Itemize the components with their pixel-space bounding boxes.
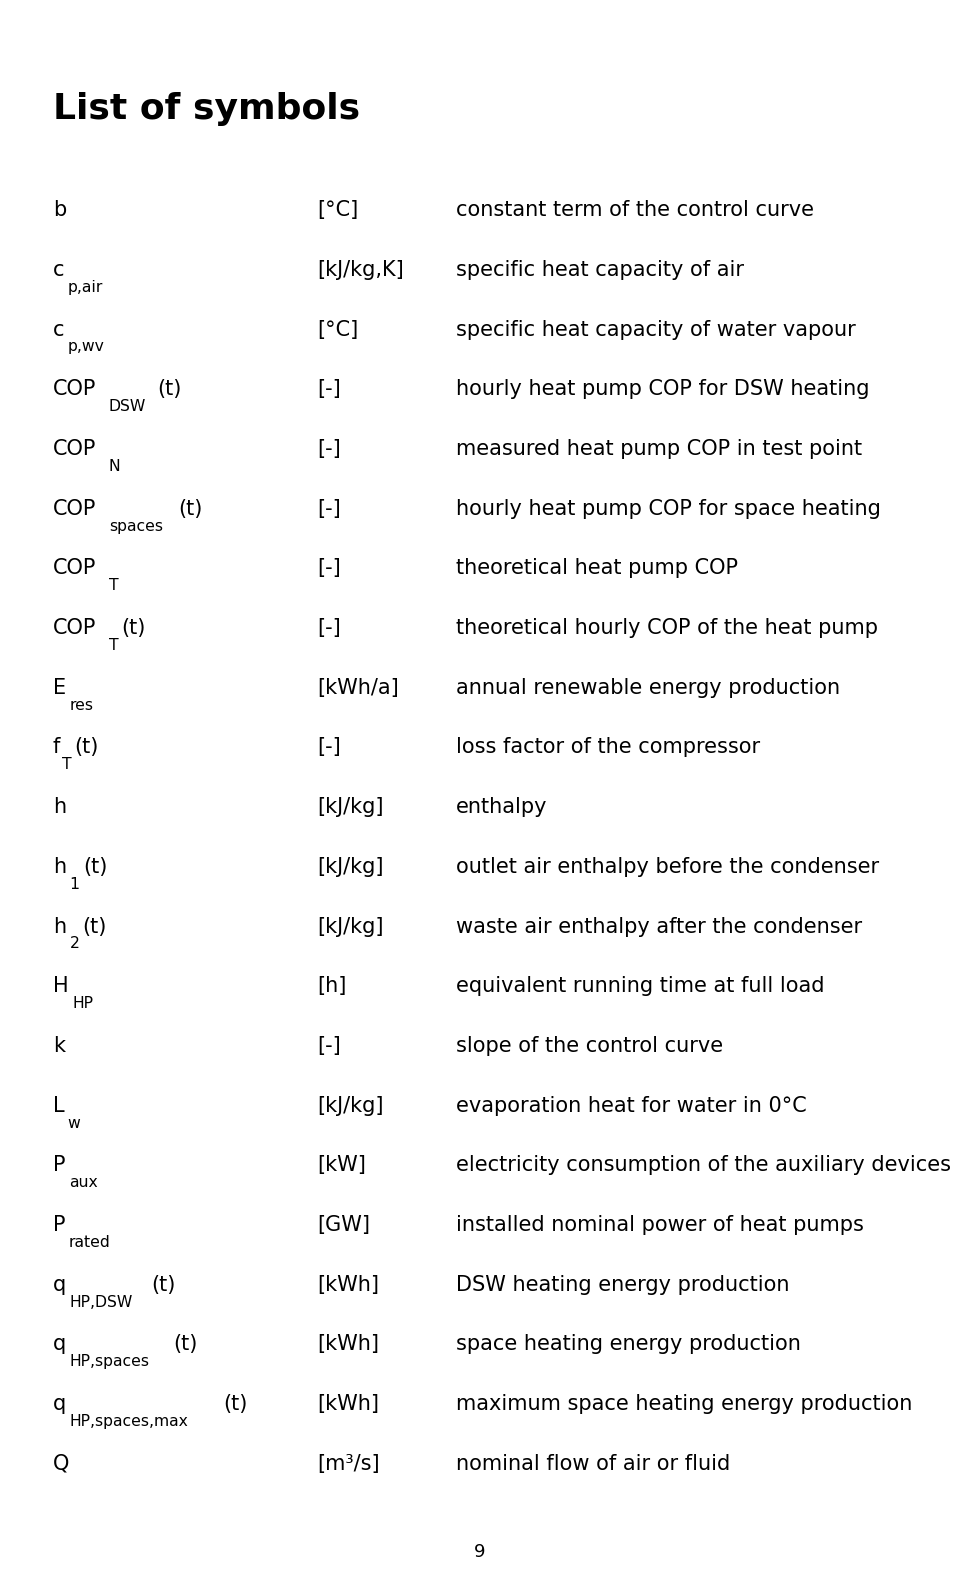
Text: maximum space heating energy production: maximum space heating energy production (456, 1395, 912, 1414)
Text: List of symbols: List of symbols (53, 92, 360, 126)
Text: q: q (53, 1395, 66, 1414)
Text: res: res (70, 697, 94, 713)
Text: specific heat capacity of air: specific heat capacity of air (456, 259, 744, 280)
Text: [kWh]: [kWh] (317, 1275, 379, 1294)
Text: [°C]: [°C] (317, 320, 358, 339)
Text: h: h (53, 856, 66, 877)
Text: constant term of the control curve: constant term of the control curve (456, 201, 814, 220)
Text: [GW]: [GW] (317, 1215, 370, 1235)
Text: specific heat capacity of water vapour: specific heat capacity of water vapour (456, 320, 855, 339)
Text: outlet air enthalpy before the condenser: outlet air enthalpy before the condenser (456, 856, 879, 877)
Text: evaporation heat for water in 0°C: evaporation heat for water in 0°C (456, 1095, 806, 1116)
Text: N: N (108, 458, 120, 474)
Text: [-]: [-] (317, 618, 341, 638)
Text: annual renewable energy production: annual renewable energy production (456, 678, 840, 697)
Text: DSW heating energy production: DSW heating energy production (456, 1275, 789, 1294)
Text: rated: rated (69, 1235, 110, 1250)
Text: (t): (t) (152, 1275, 176, 1294)
Text: HP,spaces,max: HP,spaces,max (70, 1414, 189, 1430)
Text: 9: 9 (474, 1543, 486, 1562)
Text: 1: 1 (70, 877, 80, 892)
Text: E: E (53, 678, 66, 697)
Text: H: H (53, 976, 68, 997)
Text: measured heat pump COP in test point: measured heat pump COP in test point (456, 439, 862, 458)
Text: theoretical heat pump COP: theoretical heat pump COP (456, 559, 738, 578)
Text: (t): (t) (83, 917, 107, 936)
Text: spaces: spaces (108, 519, 163, 533)
Text: COP: COP (53, 559, 96, 578)
Text: theoretical hourly COP of the heat pump: theoretical hourly COP of the heat pump (456, 618, 878, 638)
Text: HP,DSW: HP,DSW (70, 1294, 133, 1310)
Text: electricity consumption of the auxiliary devices: electricity consumption of the auxiliary… (456, 1156, 951, 1175)
Text: [kWh]: [kWh] (317, 1395, 379, 1414)
Text: equivalent running time at full load: equivalent running time at full load (456, 976, 825, 997)
Text: w: w (68, 1116, 81, 1130)
Text: k: k (53, 1036, 64, 1055)
Text: [kJ/kg]: [kJ/kg] (317, 917, 383, 936)
Text: T: T (108, 578, 118, 594)
Text: [-]: [-] (317, 559, 341, 578)
Text: f: f (53, 737, 60, 758)
Text: (t): (t) (121, 618, 146, 638)
Text: [°C]: [°C] (317, 201, 358, 220)
Text: c: c (53, 320, 64, 339)
Text: COP: COP (53, 618, 96, 638)
Text: (t): (t) (173, 1334, 198, 1355)
Text: hourly heat pump COP for space heating: hourly heat pump COP for space heating (456, 498, 881, 519)
Text: DSW: DSW (108, 400, 146, 414)
Text: [kWh]: [kWh] (317, 1334, 379, 1355)
Text: [-]: [-] (317, 1036, 341, 1055)
Text: [-]: [-] (317, 379, 341, 400)
Text: [-]: [-] (317, 498, 341, 519)
Text: p,wv: p,wv (67, 339, 105, 355)
Text: loss factor of the compressor: loss factor of the compressor (456, 737, 760, 758)
Text: (t): (t) (224, 1395, 248, 1414)
Text: q: q (53, 1334, 66, 1355)
Text: h: h (53, 917, 66, 936)
Text: [-]: [-] (317, 737, 341, 758)
Text: [kJ/kg]: [kJ/kg] (317, 856, 383, 877)
Text: nominal flow of air or fluid: nominal flow of air or fluid (456, 1453, 731, 1474)
Text: T: T (62, 758, 72, 772)
Text: COP: COP (53, 498, 96, 519)
Text: [kJ/kg]: [kJ/kg] (317, 1095, 383, 1116)
Text: c: c (53, 259, 64, 280)
Text: [kW]: [kW] (317, 1156, 366, 1175)
Text: L: L (53, 1095, 64, 1116)
Text: (t): (t) (75, 737, 99, 758)
Text: [kJ/kg]: [kJ/kg] (317, 798, 383, 817)
Text: slope of the control curve: slope of the control curve (456, 1036, 723, 1055)
Text: [-]: [-] (317, 439, 341, 458)
Text: COP: COP (53, 439, 96, 458)
Text: P: P (53, 1215, 65, 1235)
Text: b: b (53, 201, 66, 220)
Text: h: h (53, 798, 66, 817)
Text: space heating energy production: space heating energy production (456, 1334, 801, 1355)
Text: hourly heat pump COP for DSW heating: hourly heat pump COP for DSW heating (456, 379, 870, 400)
Text: HP: HP (73, 997, 94, 1011)
Text: enthalpy: enthalpy (456, 798, 547, 817)
Text: (t): (t) (83, 856, 108, 877)
Text: 2: 2 (70, 936, 80, 952)
Text: [kJ/kg,K]: [kJ/kg,K] (317, 259, 403, 280)
Text: [h]: [h] (317, 976, 347, 997)
Text: P: P (53, 1156, 65, 1175)
Text: waste air enthalpy after the condenser: waste air enthalpy after the condenser (456, 917, 862, 936)
Text: Q: Q (53, 1453, 69, 1474)
Text: q: q (53, 1275, 66, 1294)
Text: (t): (t) (179, 498, 203, 519)
Text: installed nominal power of heat pumps: installed nominal power of heat pumps (456, 1215, 864, 1235)
Text: T: T (108, 638, 118, 653)
Text: HP,spaces: HP,spaces (70, 1355, 150, 1369)
Text: COP: COP (53, 379, 96, 400)
Text: p,air: p,air (67, 280, 103, 295)
Text: (t): (t) (157, 379, 181, 400)
Text: [m³/s]: [m³/s] (317, 1453, 379, 1474)
Text: [kWh/a]: [kWh/a] (317, 678, 398, 697)
Text: aux: aux (69, 1175, 98, 1191)
